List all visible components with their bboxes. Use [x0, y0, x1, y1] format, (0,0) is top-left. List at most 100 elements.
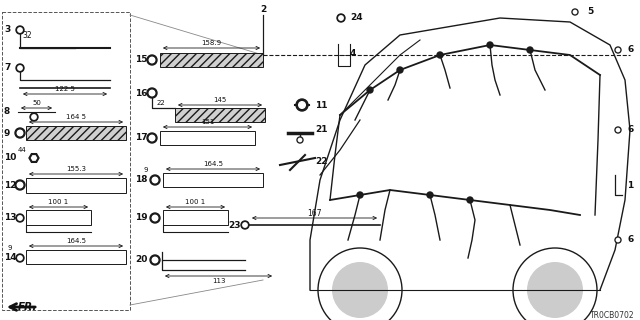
- Circle shape: [150, 175, 160, 185]
- Circle shape: [296, 99, 308, 111]
- Circle shape: [152, 215, 157, 221]
- Circle shape: [616, 238, 620, 242]
- Text: 9: 9: [8, 245, 13, 251]
- Text: 6: 6: [627, 45, 633, 54]
- Circle shape: [17, 182, 23, 188]
- Circle shape: [573, 10, 577, 14]
- Bar: [26, 250, 126, 264]
- Text: 50: 50: [32, 100, 41, 106]
- Circle shape: [147, 88, 157, 98]
- Text: 10: 10: [4, 154, 17, 163]
- Text: 145: 145: [213, 97, 227, 103]
- Text: 44: 44: [18, 147, 27, 153]
- Circle shape: [616, 48, 620, 52]
- Bar: [160, 131, 255, 145]
- Text: 155.3: 155.3: [66, 166, 86, 172]
- Circle shape: [17, 130, 23, 136]
- Circle shape: [18, 28, 22, 32]
- Circle shape: [150, 213, 160, 223]
- Circle shape: [487, 42, 493, 48]
- Text: 14: 14: [4, 253, 17, 262]
- Circle shape: [615, 237, 621, 243]
- Circle shape: [15, 128, 25, 138]
- Text: 18: 18: [135, 175, 147, 185]
- Text: 100 1: 100 1: [49, 199, 68, 205]
- Circle shape: [18, 256, 22, 260]
- Circle shape: [437, 52, 443, 58]
- Circle shape: [30, 113, 38, 121]
- Circle shape: [32, 115, 36, 119]
- Text: 4: 4: [350, 49, 356, 58]
- Circle shape: [18, 66, 22, 70]
- Circle shape: [467, 197, 473, 203]
- Text: 3: 3: [4, 26, 10, 35]
- Circle shape: [241, 221, 249, 229]
- Circle shape: [332, 262, 388, 318]
- Circle shape: [149, 135, 155, 141]
- Text: TR0CB0702: TR0CB0702: [590, 310, 635, 319]
- Circle shape: [299, 102, 305, 108]
- Text: 23: 23: [228, 220, 241, 229]
- Circle shape: [615, 47, 621, 53]
- Text: 8: 8: [4, 108, 10, 116]
- Bar: [2, 12, 130, 310]
- Text: 22: 22: [157, 100, 166, 106]
- Text: 100 1: 100 1: [186, 199, 205, 205]
- Circle shape: [527, 47, 533, 53]
- Circle shape: [149, 57, 155, 63]
- Text: 1: 1: [627, 180, 633, 189]
- Text: 151: 151: [201, 119, 214, 125]
- Bar: [163, 210, 228, 225]
- Text: 20: 20: [135, 255, 147, 265]
- Circle shape: [527, 262, 583, 318]
- Text: 32: 32: [22, 30, 31, 39]
- Text: 12: 12: [4, 180, 17, 189]
- Circle shape: [16, 214, 24, 222]
- Bar: [26, 126, 126, 140]
- Circle shape: [15, 180, 25, 190]
- Text: 5: 5: [587, 7, 593, 17]
- Circle shape: [16, 254, 24, 262]
- Circle shape: [616, 128, 620, 132]
- Circle shape: [149, 90, 155, 96]
- Circle shape: [147, 55, 157, 65]
- Bar: [175, 108, 265, 122]
- Bar: [26, 210, 91, 225]
- Text: 2: 2: [260, 5, 266, 14]
- Text: FR.: FR.: [18, 302, 37, 312]
- Circle shape: [367, 87, 373, 93]
- Text: 113: 113: [212, 278, 225, 284]
- Text: 9: 9: [4, 129, 10, 138]
- Circle shape: [18, 216, 22, 220]
- Circle shape: [243, 223, 247, 227]
- Bar: [160, 53, 263, 67]
- Circle shape: [337, 14, 345, 22]
- Polygon shape: [29, 154, 39, 162]
- Text: 158.9: 158.9: [202, 40, 221, 46]
- Polygon shape: [31, 156, 36, 160]
- Text: 164.5: 164.5: [203, 161, 223, 167]
- Circle shape: [16, 26, 24, 34]
- Circle shape: [572, 9, 578, 15]
- Circle shape: [297, 137, 303, 143]
- Text: 13: 13: [4, 213, 17, 222]
- Text: 9: 9: [143, 167, 147, 173]
- Text: 16: 16: [135, 89, 147, 98]
- Circle shape: [298, 138, 301, 142]
- Circle shape: [147, 133, 157, 143]
- Text: 17: 17: [135, 133, 148, 142]
- Circle shape: [397, 67, 403, 73]
- Text: 167: 167: [307, 209, 322, 218]
- Text: 24: 24: [350, 13, 363, 22]
- Text: 164 5: 164 5: [66, 114, 86, 120]
- Text: 122 5: 122 5: [55, 86, 75, 92]
- Circle shape: [357, 192, 363, 198]
- Text: 15: 15: [135, 55, 147, 65]
- Text: 22: 22: [315, 157, 328, 166]
- Circle shape: [150, 255, 160, 265]
- Circle shape: [339, 16, 343, 20]
- Text: 19: 19: [135, 213, 148, 222]
- Circle shape: [152, 177, 157, 183]
- Text: 21: 21: [315, 125, 328, 134]
- Text: 6: 6: [627, 125, 633, 134]
